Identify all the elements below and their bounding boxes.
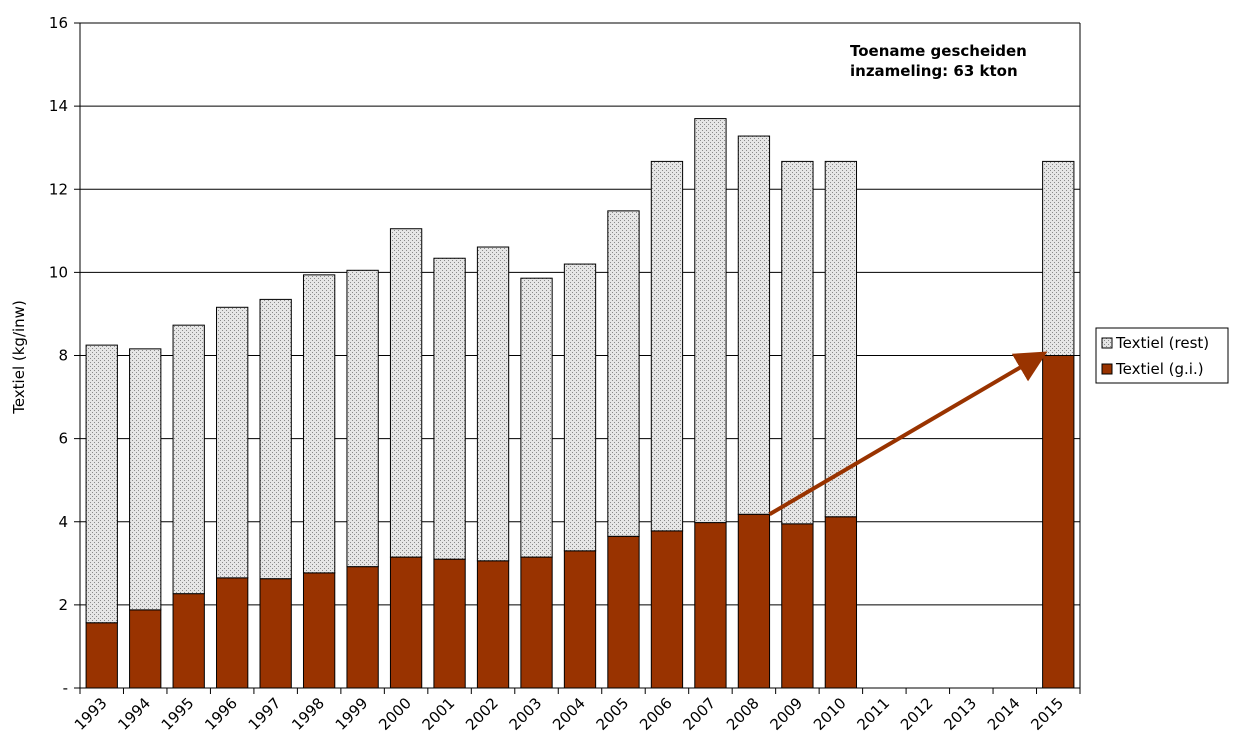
y-tick-label: 16 [49, 14, 68, 32]
bar-rest-2010 [824, 160, 858, 518]
x-tick-label: 1994 [114, 694, 154, 734]
bar-gi-1993 [85, 622, 118, 689]
legend-swatch-gi [1101, 363, 1113, 375]
bar-rest-2009 [781, 160, 814, 525]
bar-rest-1997 [259, 298, 292, 580]
bar-gi-1999 [346, 566, 379, 689]
bar-gi-2002 [476, 560, 510, 689]
x-tick-label: 2012 [897, 694, 937, 734]
x-tick-label: 2013 [940, 694, 980, 734]
bar-gi-1996 [216, 577, 249, 689]
bars [85, 118, 1075, 689]
legend: Textiel (rest) Textiel (g.i.) [1095, 327, 1229, 384]
x-tick-label: 2006 [636, 694, 676, 734]
y-tick-label: - [63, 679, 68, 697]
bar-gi-1998 [302, 572, 336, 689]
bar-rest-1993 [85, 344, 118, 624]
bar-rest-1999 [346, 269, 379, 568]
bar-gi-2000 [389, 556, 423, 689]
y-tick-label: 2 [58, 596, 68, 614]
x-tick-label: 1997 [245, 694, 285, 734]
trend-arrow-line [768, 351, 1048, 516]
bar-gi-2008 [737, 513, 771, 689]
x-tick-label: 2008 [723, 694, 763, 734]
x-tick-label: 2014 [984, 694, 1024, 734]
x-tick-label: 2004 [549, 694, 589, 734]
y-tick-label: 10 [49, 263, 68, 281]
x-tick-label: 2003 [506, 694, 546, 734]
bar-gi-1997 [259, 578, 292, 689]
y-tick-label: 14 [49, 97, 68, 115]
axes [74, 22, 1081, 694]
legend-label-gi: Textiel (g.i.) [1115, 360, 1204, 378]
bar-rest-1994 [129, 348, 162, 611]
x-tick-label: 2007 [680, 694, 720, 734]
bar-rest-2003 [520, 277, 553, 558]
x-tick-label: 2000 [375, 694, 415, 734]
legend-label-rest: Textiel (rest) [1115, 334, 1209, 352]
bar-gi-2006 [650, 530, 684, 689]
legend-swatch-rest [1101, 337, 1113, 349]
bar-gi-2015 [1042, 355, 1075, 689]
bar-rest-1998 [302, 274, 336, 574]
y-tick-label: 6 [58, 430, 68, 448]
bar-gi-2009 [781, 523, 814, 689]
x-tick-label: 1999 [332, 694, 372, 734]
annotation: Toename gescheiden inzameling: 63 kton [850, 42, 1027, 80]
y-tick-label: 4 [58, 513, 68, 531]
x-tick-label: 1996 [201, 694, 241, 734]
bar-rest-2008 [737, 135, 771, 515]
bar-gi-2007 [694, 522, 727, 689]
bar-rest-2004 [563, 263, 597, 552]
bar-rest-2006 [650, 160, 684, 532]
bar-gi-2005 [607, 535, 640, 689]
annotation-line-1: Toename gescheiden [850, 42, 1027, 60]
bar-rest-2005 [607, 210, 640, 537]
bar-gi-1994 [129, 609, 162, 689]
bar-rest-2000 [389, 228, 423, 558]
bar-gi-2010 [824, 516, 858, 689]
x-tick-label: 2002 [462, 694, 502, 734]
bar-rest-2007 [694, 118, 727, 524]
y-tick-label: 12 [49, 180, 68, 198]
bar-rest-2001 [433, 257, 466, 560]
bar-rest-2002 [476, 246, 510, 562]
x-tick-label: 2011 [853, 694, 893, 734]
x-tick-label: 2010 [810, 694, 850, 734]
annotation-line-2: inzameling: 63 kton [850, 62, 1018, 80]
bar-gi-2001 [433, 558, 466, 689]
x-tick-label: 1995 [158, 694, 198, 734]
x-tick-label: 1998 [288, 694, 328, 734]
bar-rest-2015 [1042, 160, 1075, 356]
bar-gi-1995 [172, 593, 205, 689]
trend-arrow [768, 351, 1048, 516]
x-tick-label: 1993 [71, 694, 111, 734]
legend-box [1095, 327, 1229, 384]
x-tick-label: 2009 [766, 694, 806, 734]
bar-gi-2003 [520, 556, 553, 689]
bar-rest-1995 [172, 324, 205, 595]
y-axis-title: Textiel (kg/inw) [10, 300, 28, 415]
bar-gi-2004 [563, 550, 597, 689]
y-tick-label: 8 [58, 347, 68, 365]
x-tick-label: 2015 [1027, 694, 1067, 734]
x-tick-label: 2001 [419, 694, 459, 734]
x-tick-label: 2005 [593, 694, 633, 734]
bar-rest-1996 [216, 306, 249, 579]
